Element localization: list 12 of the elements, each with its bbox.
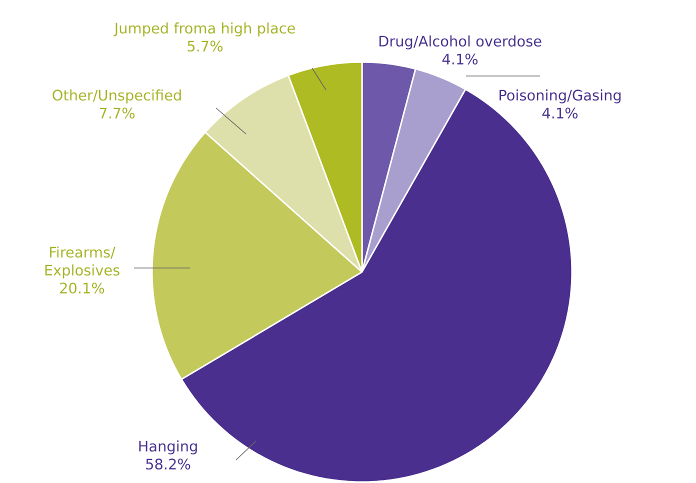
slice-label: Other/Unspecified xyxy=(52,89,181,104)
data-label: 4.1% xyxy=(442,54,478,65)
slice-label: Jumped froma high place xyxy=(114,22,295,36)
data-label: 5.7% xyxy=(188,40,223,52)
data-label: 58.2% xyxy=(146,458,190,470)
data-label: 7.7% xyxy=(100,108,135,119)
slice-label: Drug/Alcohol overdose xyxy=(379,35,542,50)
slice-label: Hanging xyxy=(139,440,197,454)
data-label: 4.1% xyxy=(542,108,578,119)
slice-label: Firearms/ Explosives xyxy=(45,246,120,278)
data-label: 20.1% xyxy=(60,282,104,294)
slice-label: Poisoning/Gasing xyxy=(500,89,621,104)
